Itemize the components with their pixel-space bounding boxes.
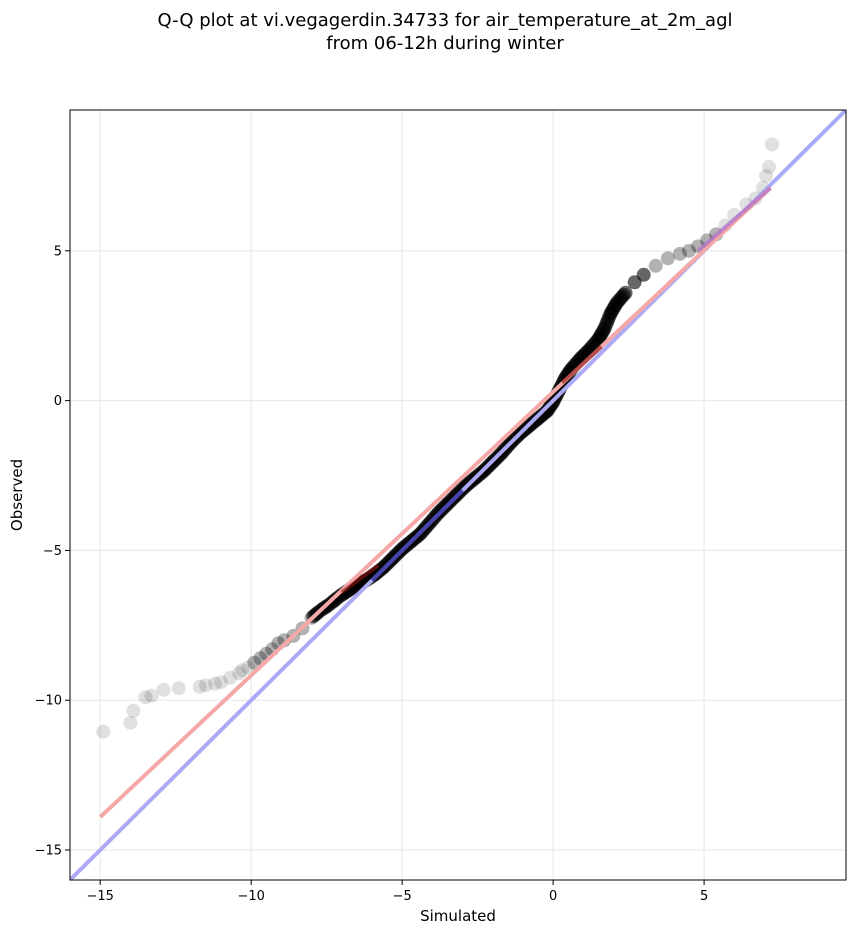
- quantile-points: [96, 137, 780, 739]
- quantile-point: [207, 676, 222, 691]
- quantile-point: [96, 724, 111, 739]
- y-tick-label: −15: [35, 844, 62, 859]
- fit-line: [98, 186, 772, 819]
- quantile-point: [138, 690, 153, 705]
- quantile-point: [232, 666, 247, 681]
- quantile-point: [235, 663, 250, 678]
- quantile-point: [636, 267, 651, 282]
- quantile-point: [765, 137, 780, 152]
- y-tick-label: 5: [54, 244, 62, 259]
- x-tick-label: −15: [86, 889, 113, 904]
- y-axis-label: Observed: [8, 459, 26, 531]
- x-tick-label: −10: [237, 889, 264, 904]
- quantile-point: [277, 633, 292, 648]
- quantile-point: [681, 243, 696, 258]
- quantile-point: [660, 251, 675, 266]
- quantile-point: [144, 688, 159, 703]
- quantile-point: [223, 670, 238, 685]
- reference-lines: [70, 110, 846, 880]
- fit-line-overlap: [560, 345, 603, 385]
- y-tick-label: −5: [43, 544, 62, 559]
- y-tick-label: 0: [54, 394, 62, 409]
- grid-lines: [70, 110, 846, 880]
- quantile-point: [123, 715, 138, 730]
- quantile-point: [758, 168, 773, 183]
- quantile-point: [648, 258, 663, 273]
- x-axis-label: Simulated: [420, 907, 496, 925]
- quantile-point: [762, 159, 777, 174]
- quantile-point: [126, 703, 141, 718]
- quantile-point: [198, 678, 213, 693]
- quantile-point: [213, 675, 228, 690]
- plot-frame: [69, 109, 847, 881]
- quantile-point: [672, 246, 687, 261]
- quantile-point: [616, 287, 631, 302]
- chart-title-line1: Q-Q plot at vi.vegagerdin.34733 for air_…: [158, 10, 733, 31]
- quantile-point: [192, 679, 207, 694]
- x-tick-label: −5: [393, 889, 412, 904]
- quantile-point: [247, 655, 262, 670]
- chart-title-line2: from 06-12h during winter: [326, 33, 564, 54]
- lines-overlap-purple: [696, 186, 772, 253]
- fit-line-overlap: [340, 563, 380, 594]
- quantile-point: [241, 660, 256, 675]
- x-tick-label: 0: [549, 889, 557, 904]
- identity-line-overlap: [370, 489, 464, 582]
- quantile-point: [156, 682, 171, 697]
- x-tick-label: 5: [700, 889, 708, 904]
- quantile-point: [171, 681, 186, 696]
- axis-ticks: −15 −10 −5 0 5 −15 −10 −5 0 5: [35, 244, 709, 904]
- y-tick-label: −10: [35, 694, 62, 709]
